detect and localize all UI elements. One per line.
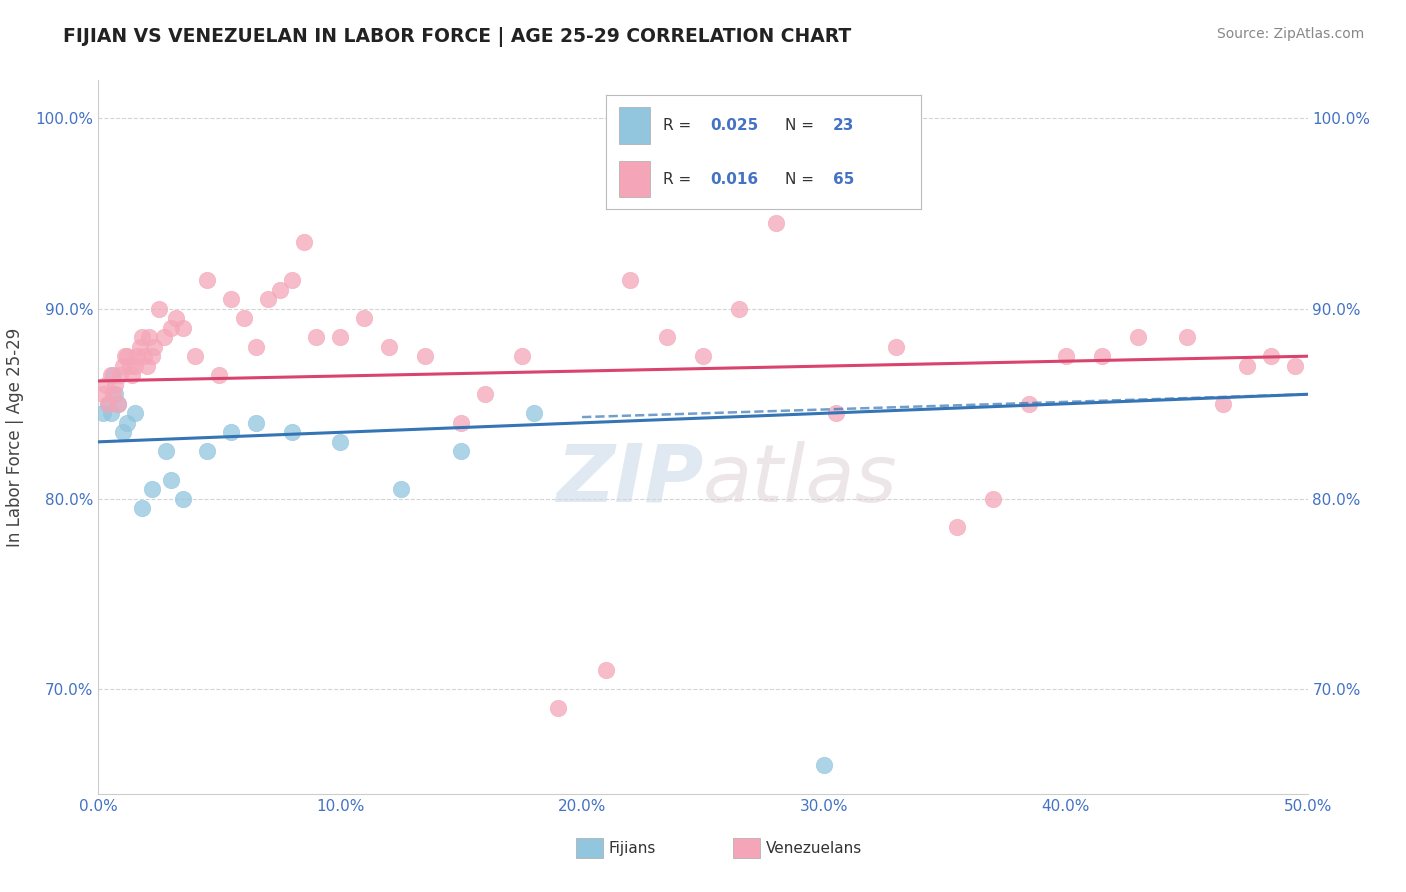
Point <box>256 292 278 306</box>
Point <box>97 397 120 411</box>
Point <box>728 301 751 316</box>
Point <box>1018 397 1040 411</box>
Point <box>981 491 1004 506</box>
Point <box>121 368 143 383</box>
Point <box>221 292 243 306</box>
Point <box>104 387 127 401</box>
Point <box>101 368 124 383</box>
FancyBboxPatch shape <box>734 838 759 858</box>
Point <box>450 416 472 430</box>
Point <box>655 330 678 344</box>
Point <box>946 520 969 534</box>
Point <box>141 349 163 363</box>
Point <box>195 273 218 287</box>
Point <box>765 216 787 230</box>
Point <box>389 483 412 497</box>
Point <box>547 701 569 715</box>
Point <box>474 387 496 401</box>
Point <box>305 330 328 344</box>
Point <box>523 406 546 420</box>
Point <box>329 434 352 449</box>
Point <box>1054 349 1077 363</box>
Point <box>269 283 291 297</box>
Point <box>886 340 908 354</box>
Point <box>124 359 146 373</box>
Point <box>100 406 122 420</box>
Point <box>1212 397 1234 411</box>
Point <box>111 359 134 373</box>
Text: Fijians: Fijians <box>609 840 657 855</box>
Point <box>152 330 174 344</box>
Point <box>292 235 315 249</box>
Point <box>813 758 835 772</box>
Point <box>100 368 122 383</box>
Point <box>619 273 641 287</box>
Point <box>117 349 139 363</box>
Point <box>101 387 124 401</box>
Point <box>510 349 533 363</box>
Point <box>97 397 120 411</box>
Point <box>281 425 304 440</box>
Point <box>141 483 163 497</box>
Point <box>155 444 177 458</box>
FancyBboxPatch shape <box>576 838 603 858</box>
Text: Source: ZipAtlas.com: Source: ZipAtlas.com <box>1216 27 1364 41</box>
Point <box>281 273 304 287</box>
Point <box>118 359 141 373</box>
Point <box>184 349 207 363</box>
Point <box>104 377 127 392</box>
Point <box>165 311 187 326</box>
Point <box>107 397 129 411</box>
Point <box>160 320 183 334</box>
Point <box>595 663 617 677</box>
Y-axis label: In Labor Force | Age 25-29: In Labor Force | Age 25-29 <box>7 327 24 547</box>
Point <box>127 349 149 363</box>
Point <box>172 491 194 506</box>
Point <box>1175 330 1198 344</box>
Point <box>1236 359 1258 373</box>
Point <box>245 416 267 430</box>
Point <box>353 311 375 326</box>
Point <box>1284 359 1306 373</box>
Point <box>195 444 218 458</box>
Point <box>692 349 714 363</box>
Point <box>1091 349 1114 363</box>
Point <box>131 501 153 516</box>
Point <box>134 349 156 363</box>
Text: Venezuelans: Venezuelans <box>766 840 862 855</box>
Point <box>143 340 166 354</box>
Point <box>135 359 157 373</box>
Point <box>114 349 136 363</box>
Point <box>138 330 160 344</box>
Point <box>94 377 117 392</box>
Point <box>128 340 150 354</box>
Text: FIJIAN VS VENEZUELAN IN LABOR FORCE | AGE 25-29 CORRELATION CHART: FIJIAN VS VENEZUELAN IN LABOR FORCE | AG… <box>63 27 852 46</box>
Point <box>131 330 153 344</box>
Point <box>1260 349 1282 363</box>
Point <box>329 330 352 344</box>
Point <box>172 320 194 334</box>
Point <box>117 416 139 430</box>
Point <box>825 406 848 420</box>
Point <box>108 368 131 383</box>
Point <box>450 444 472 458</box>
Point <box>208 368 231 383</box>
Point <box>124 406 146 420</box>
Point <box>245 340 267 354</box>
Text: atlas: atlas <box>703 441 898 519</box>
Point <box>111 425 134 440</box>
Point <box>413 349 436 363</box>
Point <box>160 473 183 487</box>
Point <box>91 387 114 401</box>
Point <box>148 301 170 316</box>
Point <box>1128 330 1150 344</box>
Point <box>377 340 399 354</box>
Point <box>221 425 243 440</box>
Text: ZIP: ZIP <box>555 441 703 519</box>
Point <box>232 311 254 326</box>
Point <box>107 397 129 411</box>
Point <box>91 406 114 420</box>
